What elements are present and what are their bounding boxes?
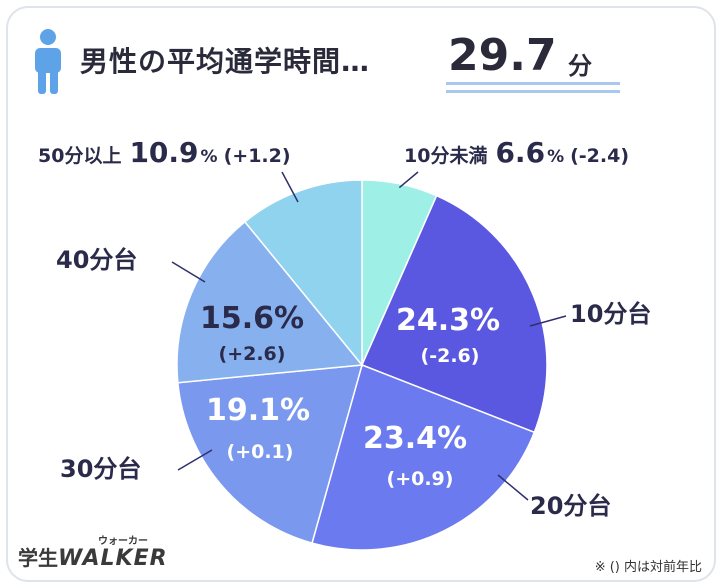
slice-label-5-part-3: (+1.2) — [224, 145, 291, 167]
leader-2 — [497, 474, 529, 501]
logo-kana: ウォーカー — [98, 536, 148, 547]
slice-change-1: (-2.6) — [421, 345, 480, 367]
slice-label-0-part-0: 10分未満 — [404, 144, 487, 167]
slice-change-4: (+2.6) — [219, 343, 286, 365]
leader-4 — [171, 261, 206, 283]
slice-label-0: 10分未満 6.6% (-2.4) — [404, 136, 629, 169]
logo-text-a: 学生 — [18, 546, 58, 570]
slice-change-3: (+0.1) — [227, 441, 294, 463]
slice-category-2: 20分台 — [530, 492, 611, 520]
title-value: 29.7 — [448, 30, 557, 81]
pie-slice-1 — [360, 194, 548, 434]
chart-title: 男性の平均通学時間… 29.7 分 — [28, 28, 688, 98]
slice-label-0-part-2: % — [547, 147, 564, 167]
slice-category-4: 40分台 — [56, 246, 137, 274]
slice-label-0-part-3: (-2.4) — [570, 145, 629, 167]
pie-slice-2 — [311, 363, 536, 551]
leader-1 — [529, 315, 567, 327]
slice-value-1: 24.3% — [396, 303, 500, 338]
leader-0 — [398, 171, 419, 189]
title-underline — [446, 82, 620, 85]
pie-slice-4 — [176, 220, 364, 384]
footnote: ※ () 内は対前年比 — [594, 560, 702, 575]
slice-value-2: 23.4% — [363, 421, 467, 456]
logo-text-b: WALKER — [58, 546, 168, 571]
pie-slice-3 — [177, 364, 364, 545]
slice-value-3: 19.1% — [206, 393, 310, 428]
slice-change-2: (+0.9) — [387, 468, 454, 490]
title-text: 男性の平均通学時間… — [80, 45, 371, 78]
title-unit: 分 — [568, 52, 592, 80]
male-person-icon — [35, 29, 61, 94]
slice-category-3: 30分台 — [60, 455, 141, 483]
slice-label-5-part-0: 50分以上 — [38, 145, 121, 167]
leader-5 — [281, 171, 299, 203]
slice-label-5-part-1: 10.9 — [129, 136, 198, 169]
title-underline-2 — [446, 90, 620, 93]
slice-label-5: 50分以上 10.9% (+1.2) — [38, 136, 291, 169]
slice-value-4: 15.6% — [200, 301, 304, 336]
leader-3 — [177, 449, 213, 471]
pie-slice-5 — [243, 179, 363, 368]
logo: 学生WALKER ウォーカー — [18, 536, 168, 571]
slice-label-0-part-1: 6.6 — [495, 136, 545, 169]
slice-label-5-part-2: % — [201, 147, 218, 167]
slice-category-1: 10分台 — [570, 300, 651, 328]
